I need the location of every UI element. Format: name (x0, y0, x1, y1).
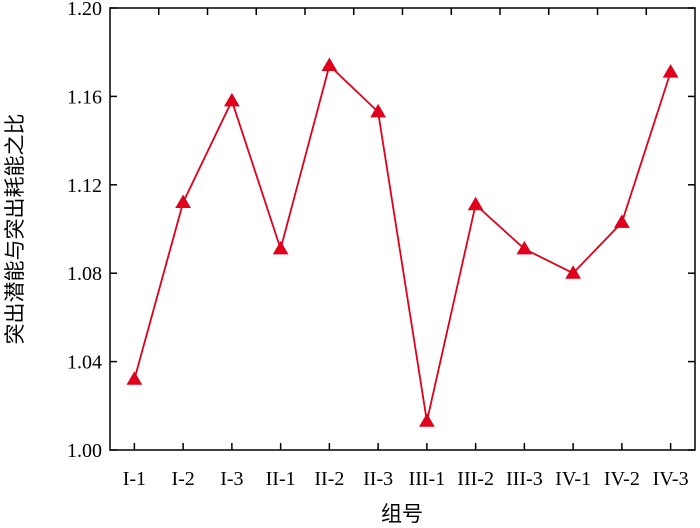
x-tick-label: I-3 (220, 468, 243, 490)
data-point-marker (321, 57, 338, 71)
data-point-marker (516, 240, 533, 255)
data-point-marker (467, 196, 484, 211)
x-tick-label: II-1 (266, 468, 296, 490)
plot-frame (109, 7, 696, 451)
x-tick-label: IV-3 (653, 468, 689, 490)
x-tick-label: II-3 (363, 468, 393, 490)
x-tick-label: IV-1 (555, 468, 591, 490)
y-axis: 1.00 1.04 1.08 1.12 1.16 1.20 (67, 0, 695, 462)
y-axis-title: 突出潜能与突出耗能之比 (3, 114, 27, 345)
series-line (133, 63, 672, 422)
y-tick-label: 1.16 (67, 86, 102, 108)
x-tick-label: III-1 (409, 468, 446, 490)
y-tick-label: 1.20 (67, 0, 102, 20)
data-point-marker (126, 371, 143, 385)
data-point-marker (272, 240, 289, 255)
data-point-marker (614, 214, 630, 228)
x-tick-label: IV-2 (604, 468, 640, 490)
x-tick-label: I-1 (123, 468, 146, 490)
series-layer (126, 57, 679, 427)
data-point-marker (419, 413, 435, 427)
data-point-marker (224, 92, 240, 107)
data-point-marker (370, 103, 386, 118)
y-tick-label: 1.04 (67, 352, 102, 374)
y-tick-label: 1.08 (67, 263, 102, 285)
y-tick-label: 1.00 (67, 440, 102, 462)
x-tick-label: I-2 (171, 468, 194, 490)
data-point-marker (662, 64, 679, 78)
data-point-marker (565, 265, 581, 279)
x-axis: I-1 I-2 I-3 II-1 II-2 II-3 III-1 III-2 III-3 IV-1… (123, 8, 689, 490)
x-axis-title: 组号 (381, 502, 423, 526)
data-point-marker (175, 194, 191, 208)
x-tick-label: III-2 (457, 468, 494, 490)
x-tick-label: III-3 (506, 468, 543, 490)
y-tick-label: 1.12 (67, 175, 102, 197)
x-tick-label: II-2 (314, 468, 344, 490)
